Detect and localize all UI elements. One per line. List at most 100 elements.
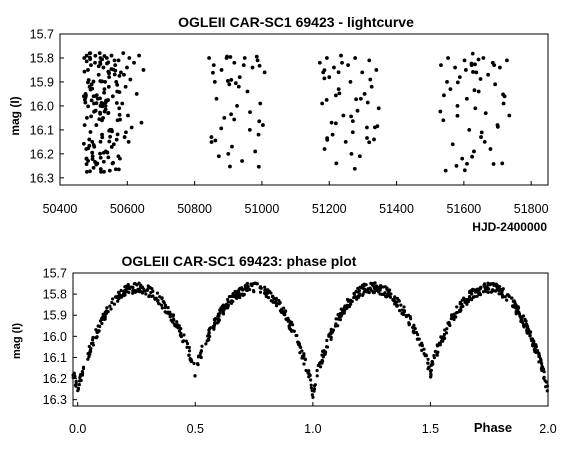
data-point: [435, 344, 440, 348]
data-point: [442, 332, 446, 337]
data-point: [144, 292, 148, 296]
data-point: [473, 289, 478, 293]
data-point: [486, 72, 490, 77]
data-point: [460, 156, 465, 161]
data-point: [90, 337, 95, 342]
data-point: [137, 53, 141, 58]
data-point: [86, 146, 91, 151]
data-point: [400, 308, 404, 312]
data-point: [229, 112, 233, 117]
data-point: [105, 306, 109, 310]
data-point: [145, 288, 149, 292]
data-point: [140, 291, 145, 295]
data-point: [209, 326, 213, 330]
data-point: [245, 89, 250, 94]
data-point: [433, 349, 437, 354]
data-point: [296, 340, 300, 344]
data-point: [98, 60, 102, 65]
data-point: [350, 299, 354, 304]
data-point: [213, 318, 217, 322]
data-point: [357, 294, 361, 298]
data-point: [510, 296, 514, 300]
data-point: [323, 352, 327, 356]
data-point: [316, 363, 320, 368]
data-point: [536, 350, 540, 355]
data-point: [525, 331, 529, 335]
data-point: [360, 70, 365, 75]
data-point: [477, 292, 481, 296]
data-point: [204, 342, 208, 346]
data-point: [313, 383, 317, 387]
data-point: [505, 58, 509, 63]
data-point: [341, 309, 345, 313]
data-point: [404, 313, 408, 318]
data-point: [112, 72, 117, 77]
data-point: [366, 287, 370, 291]
data-point: [514, 312, 518, 316]
y-tick-label: 16.1: [43, 351, 67, 365]
data-point: [362, 92, 367, 96]
y-tick-label: 15.7: [30, 28, 54, 42]
data-point: [497, 292, 501, 296]
data-point: [102, 87, 107, 92]
data-point: [124, 286, 129, 290]
data-point: [454, 163, 459, 168]
data-point: [212, 327, 216, 331]
data-point: [82, 69, 87, 74]
data-point: [228, 55, 233, 59]
data-point: [353, 56, 358, 60]
data-point: [117, 73, 122, 78]
data-point: [539, 359, 543, 363]
data-point: [161, 299, 165, 304]
data-point: [126, 282, 130, 287]
data-point: [322, 147, 327, 151]
data-point: [122, 135, 127, 139]
data-point: [228, 164, 232, 169]
data-point: [128, 77, 133, 82]
data-point: [77, 379, 82, 383]
data-point: [422, 347, 426, 351]
data-point: [86, 159, 90, 163]
data-point: [348, 80, 353, 84]
data-point: [98, 167, 103, 171]
data-point: [539, 366, 543, 371]
data-point: [540, 361, 544, 366]
data-point: [374, 68, 379, 72]
data-point: [149, 290, 153, 295]
data-point: [450, 314, 454, 318]
data-point: [84, 59, 89, 64]
x-tick-label: 50800: [177, 202, 212, 216]
data-point: [503, 295, 507, 299]
data-point: [541, 369, 546, 373]
data-point: [235, 104, 239, 108]
data-point: [476, 57, 481, 62]
data-point: [361, 283, 365, 287]
data-point: [510, 304, 515, 308]
data-point: [160, 306, 164, 310]
data-point: [343, 139, 348, 144]
data-point: [147, 294, 151, 299]
data-point: [325, 136, 330, 141]
data-point: [101, 65, 106, 70]
data-point: [492, 283, 496, 287]
data-point: [300, 354, 305, 358]
data-point: [157, 301, 161, 306]
data-point: [211, 63, 216, 68]
data-point: [262, 291, 267, 295]
data-point: [103, 107, 108, 112]
data-point: [219, 126, 224, 131]
data-point: [169, 318, 173, 322]
x-tick-label: 51000: [245, 202, 280, 216]
data-point: [327, 75, 332, 80]
data-point: [168, 315, 172, 319]
data-point: [109, 53, 114, 58]
data-point: [82, 97, 87, 102]
data-point: [122, 72, 126, 77]
data-point: [448, 87, 453, 92]
data-point: [209, 135, 214, 139]
data-point: [411, 329, 415, 334]
data-point: [182, 339, 186, 343]
data-point: [465, 161, 469, 166]
data-point: [197, 354, 201, 358]
data-point: [350, 119, 355, 124]
